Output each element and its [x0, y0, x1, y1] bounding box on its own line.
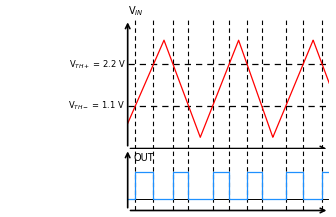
Text: OUT: OUT — [134, 153, 154, 163]
Text: V$_{TH+}$ = 2.2 V: V$_{TH+}$ = 2.2 V — [69, 58, 125, 71]
Text: V$_{IN}$: V$_{IN}$ — [128, 4, 143, 18]
Text: V$_{TH-}$ = 1.1 V: V$_{TH-}$ = 1.1 V — [68, 99, 125, 112]
